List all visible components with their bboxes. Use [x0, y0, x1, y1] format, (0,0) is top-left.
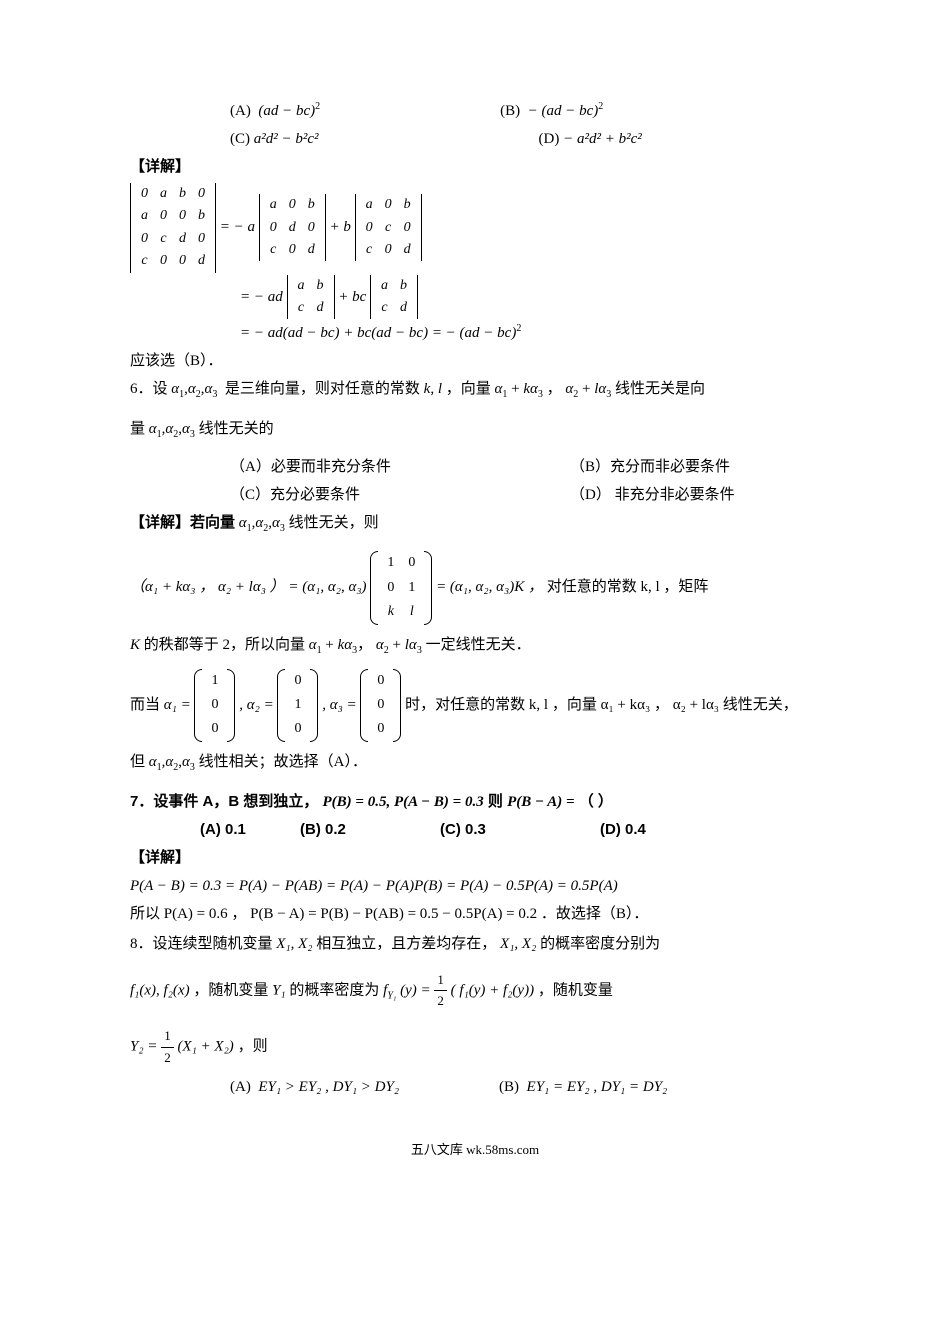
q7-opt-B: (B) 0.2 [300, 821, 346, 838]
q8-line-2: f₁(x), f₂(x) ，随机变量 Y₁ 的概率密度为 fY₁ (y) = 1… [130, 970, 820, 1013]
q7-line-1: P(A − B) = 0.3 = P(A) − P(AB) = P(A) − P… [130, 874, 820, 898]
det-3x3-1: a0b 0d0 c0d [259, 194, 326, 261]
q8-opt-A: (A) EY₁ > EY₂ , DY₁ > DY₂ [230, 1075, 399, 1099]
q7-opt-D: (D) 0.4 [600, 821, 646, 838]
q6-opt-C: （C）充分必要条件 [230, 483, 570, 507]
q7-opt-C: (C) 0.3 [440, 821, 486, 838]
detail-label-1: 【详解】 [130, 155, 820, 179]
q6-counterexample: 而当 α₁ = 100 , α₂ = 010 , α₃ = 000 时，对任意的… [130, 669, 820, 742]
q8-opt-B: (B) EY₁ = EY₂ , DY₁ = DY₂ [499, 1075, 667, 1099]
q8-line-1: 8．设连续型随机变量 X₁, X₂ 相互独立，且方差均存在， X₁, X₂ 的概… [130, 932, 820, 956]
q6-rank-line: K 的秩都等于 2，所以向量 α1 + kα3， α2 + lα3 一定线性无关… [130, 633, 820, 659]
q7-opts: (A) 0.1 (B) 0.2 (C) 0.3 (D) 0.4 [130, 818, 820, 842]
det-expansion-2: = − ad abcd + bc abcd [130, 275, 820, 320]
q6-opt-B: （B）充分而非必要条件 [570, 455, 730, 479]
q6-eq-matrix: （α₁ + kα₃ ， α₂ + lα₃ ） = (α₁, α₂, α₃) 10… [130, 551, 820, 624]
opt-A: (A) (ad − bc)2 [230, 99, 320, 123]
q6-line2: 量 α1,α2,α3 线性无关的 [130, 417, 820, 443]
page-body: (A) (ad − bc)2 (B) − (ad − bc)2 (C) a²d²… [0, 0, 950, 1218]
q7-stem: 7．设事件 A，B 想到独立， P(B) = 0.5, P(A − B) = 0… [130, 790, 820, 814]
q7-line-2: 所以 P(A) = 0.6 ， P(B − A) = P(B) − P(AB) … [130, 902, 820, 926]
q7-opt-A: (A) 0.1 [200, 821, 246, 838]
det-expansion-3: = − ad(ad − bc) + bc(ad − bc) = − (ad − … [130, 321, 820, 345]
opts-row-1: (A) (ad − bc)2 (B) − (ad − bc)2 [130, 99, 820, 123]
q6-line1: 6．设 α1,α2,α3 是三维向量，则对任意的常数 k, l ，向量 α1 +… [130, 377, 820, 403]
q6-opts-row1: （A）必要而非充分条件 （B）充分而非必要条件 [130, 455, 820, 479]
frac-half-1: 12 [434, 970, 447, 1013]
choose-B: 应该选（B）． [130, 349, 820, 373]
vec-3: 000 [360, 669, 401, 742]
det-3x3-2: a0b 0c0 c0d [355, 194, 422, 261]
opt-A-label: (A) [230, 103, 251, 119]
q8-opts: (A) EY₁ > EY₂ , DY₁ > DY₂ (B) EY₁ = EY₂ … [130, 1075, 820, 1099]
opts-row-2: (C) a²d² − b²c² (D) − a²d² + b²c² [130, 127, 820, 151]
q8-line-3: Y₂ = 12 (X₁ + X₂) ，则 [130, 1026, 820, 1069]
det-4x4: 0ab0 a00b 0cd0 c00d [130, 183, 216, 273]
vec-2: 010 [277, 669, 318, 742]
q6-opt-D: （D） 非充分非必要条件 [570, 483, 735, 507]
q6-detail-1: 【详解】若向量 α1,α2,α3 线性无关，则 [130, 511, 820, 537]
page-footer: 五八文库 wk.58ms.com [130, 1139, 820, 1158]
matrix-K: 10 01 kl [370, 551, 432, 624]
q7-detail-label: 【详解】 [130, 846, 820, 870]
opt-C: (C) a²d² − b²c² [230, 127, 319, 151]
vec-1: 100 [194, 669, 235, 742]
opt-D: (D) − a²d² + b²c² [539, 127, 642, 151]
det-2x2-2: abcd [370, 275, 418, 320]
det-expansion-1: 0ab0 a00b 0cd0 c00d = − a a0b 0d0 c0d + … [130, 183, 820, 273]
det-2x2-1: abcd [287, 275, 335, 320]
opt-B: (B) − (ad − bc)2 [500, 99, 603, 123]
q6-conclusion: 但 α1,α2,α3 线性相关；故选择（A）． [130, 750, 820, 776]
q6-opts-row2: （C）充分必要条件 （D） 非充分非必要条件 [130, 483, 820, 507]
frac-half-2: 12 [161, 1026, 174, 1069]
q6-opt-A: （A）必要而非充分条件 [230, 455, 570, 479]
